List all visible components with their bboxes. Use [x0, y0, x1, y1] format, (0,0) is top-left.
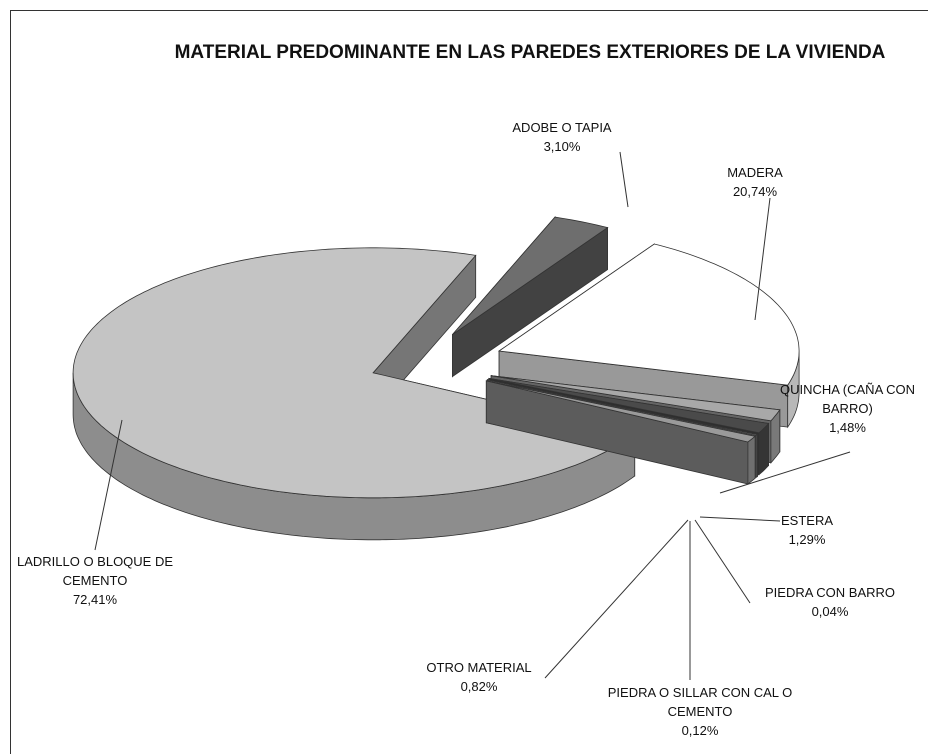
category-label: PIEDRA CON BARRO [764, 585, 896, 600]
leader-line [719, 451, 851, 494]
slice-label: OTRO MATERIAL 0,82% [384, 658, 574, 696]
leader-line [694, 519, 751, 604]
value-label: 3,10% [543, 139, 581, 154]
value-label: 20,74% [732, 184, 778, 199]
slice-label: PIEDRA CON BARRO 0,04% [735, 583, 925, 621]
leader-line [544, 519, 689, 679]
slice [452, 216, 609, 335]
value-label: 0,82% [460, 679, 498, 694]
slice-label: PIEDRA O SILLAR CON CAL O CEMENTO 0,12% [600, 683, 800, 740]
value-label: 0,04% [811, 604, 849, 619]
leader-line [619, 151, 629, 208]
slice [486, 380, 756, 443]
leader-line [754, 197, 771, 321]
slice-label: QUINCHA (CAÑA CON BARRO) 1,48% [755, 380, 928, 437]
slice [491, 375, 781, 422]
category-label: ADOBE O TAPIA [512, 120, 612, 135]
leader-line [94, 419, 123, 551]
value-label: 0,12% [681, 723, 719, 738]
leader-line [699, 516, 781, 522]
chart-frame [10, 10, 928, 754]
chart-title: MATERIAL PREDOMINANTE EN LAS PAREDES EXT… [174, 42, 886, 63]
slice-side [747, 435, 756, 485]
slice [497, 243, 800, 386]
slice-label: LADRILLO O BLOQUE DE CEMENTO 72,41% [0, 552, 190, 609]
category-label: MADERA [727, 165, 783, 180]
category-label: QUINCHA (CAÑA CON BARRO) [779, 382, 916, 416]
value-label: 1,48% [829, 420, 866, 435]
value-label: 1,29% [788, 532, 826, 547]
category-label: OTRO MATERIAL [426, 660, 532, 675]
slice [72, 247, 636, 499]
value-label: 72,41% [72, 592, 118, 607]
slice [487, 379, 759, 436]
slice-side [755, 433, 758, 479]
slice-label: MADERA 20,74% [660, 163, 850, 201]
slice [488, 378, 770, 434]
slice-label: ADOBE O TAPIA 3,10% [467, 118, 657, 156]
slice-label: ESTERA 1,29% [712, 511, 902, 549]
category-label: PIEDRA O SILLAR CON CAL O CEMENTO [607, 685, 793, 719]
category-label: ESTERA [780, 513, 833, 528]
category-label: LADRILLO O BLOQUE DE CEMENTO [16, 554, 174, 588]
